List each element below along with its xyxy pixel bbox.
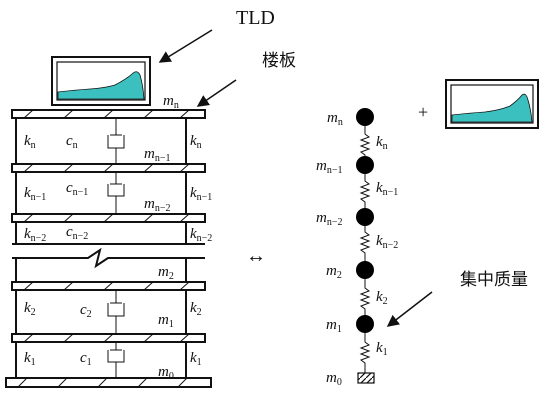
tld-tank-model [445,79,539,129]
stiffness-label-k2-left: k2 [24,300,36,318]
tld-tank [51,56,151,106]
stiffness-label-kn-1: kn−1 [376,180,398,198]
lumped-mass-label: 集中质量 [460,270,528,290]
mass-label-m2: m2 [326,263,342,281]
stiffness-label-kn-1-left: kn−1 [24,185,46,203]
mass-node-mn [356,108,374,126]
building-frame [5,56,212,388]
mass-node-m1 [356,315,374,333]
mass-label-mn-2-frame: mn−2 [144,196,170,214]
stiffness-label-k2: k2 [376,289,388,307]
tld-water-wave-model [451,93,533,123]
damper-n [107,118,125,164]
stiffness-label-kn-1-right: kn−1 [190,185,212,203]
stiffness-label-kn-2-right: kn−2 [190,226,212,244]
spring-kn-1 [359,174,371,208]
stiffness-label-kn-2: kn−2 [376,233,398,251]
stiffness-label-k2-right: k2 [190,300,202,318]
mass-label-mn-2: mn−2 [316,210,342,228]
stiffness-label-kn-right: kn [190,133,202,151]
damping-label-c2: c2 [80,302,92,320]
mass-node-m2 [356,261,374,279]
damper-n-1 [107,172,125,214]
stiffness-label-k1: k1 [376,340,388,358]
break-slab [12,247,205,269]
stiffness-label-k1-left: k1 [24,350,36,368]
base-slab [5,377,212,388]
floor-slab-label: 楼板 [262,51,296,71]
damping-label-cn-2: cn−2 [66,224,88,242]
mass-label-mn-frame: mn [163,93,179,111]
damper-2 [107,290,125,334]
plus-sign: + [418,102,428,122]
mass-node-mn-2 [356,208,374,226]
damper-1 [107,342,125,378]
ground-support [357,372,375,384]
floor-slab-arrow [196,79,237,107]
slab-n-2 [11,213,206,223]
mass-node-mn-1 [356,156,374,174]
mass-label-m1: m1 [326,317,342,335]
tld-label: TLD [236,7,275,29]
mass-label-mn: mn [327,110,343,128]
damping-label-cn-1: cn−1 [66,180,88,198]
spring-kn-2 [359,226,371,261]
spring-k2 [359,279,371,315]
tld-arrow [158,29,213,63]
stiffness-label-k1-right: k1 [190,350,202,368]
damping-label-c1: c1 [80,350,92,368]
slab-n-1 [11,163,206,173]
lumped-mass-model: mn mn−1 mn−2 m2 m1 m0 kn kn−1 kn−2 k2 k1 [316,108,398,388]
tld-tank-inner [56,61,146,101]
damping-label-cn: cn [66,133,78,151]
stiffness-label-kn-2-left: kn−2 [24,226,46,244]
stiffness-label-kn-left: kn [24,133,36,151]
spring-kn [359,126,371,156]
stiffness-label-kn: kn [376,134,388,152]
mass-label-m0: m0 [326,370,342,388]
slab-1 [11,333,206,343]
tld-water-wave [57,71,145,100]
equivalence-arrow: ↔ [246,245,266,267]
mass-label-mn-1: mn−1 [316,158,342,176]
mass-label-mn-1-frame: mn−1 [144,146,170,164]
roof-slab [11,109,206,119]
spring-k1 [359,333,371,373]
frame-labels: mn kn cn kn mn−1 kn−1 cn−1 kn−1 mn−2 kn−… [24,93,212,382]
mass-label-m1-frame: m1 [158,312,174,330]
slab-2 [11,281,206,291]
lumped-mass-arrow [386,291,433,327]
mass-label-m2-frame: m2 [158,264,174,282]
mass-label-m0-frame: m0 [158,364,174,382]
